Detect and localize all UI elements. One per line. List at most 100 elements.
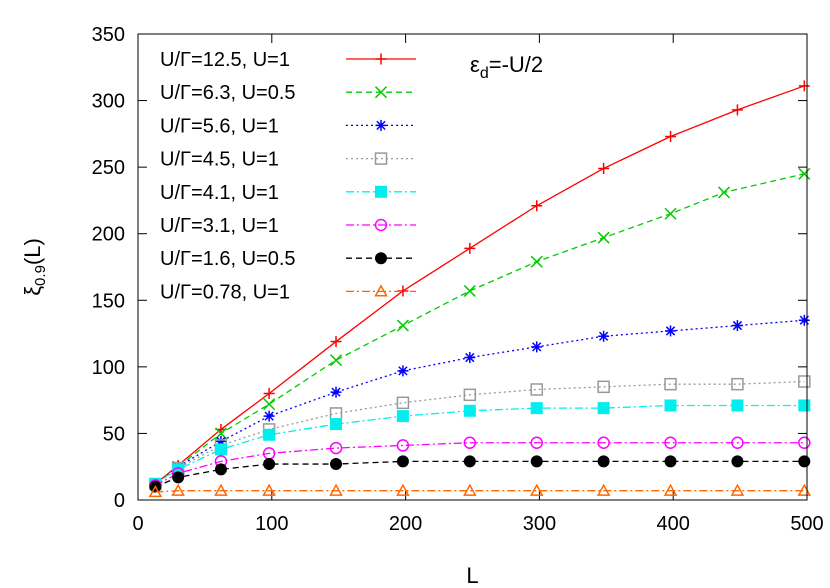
marker-filled-circle bbox=[530, 455, 543, 468]
y-tick-label: 250 bbox=[92, 157, 125, 179]
marker-shape bbox=[530, 383, 543, 396]
y-axis-title: ξ0.9(L) bbox=[20, 238, 49, 296]
marker-open-triangle bbox=[463, 483, 477, 496]
marker-plus bbox=[375, 53, 387, 65]
legend-label: U/Γ=1.6, U=0.5 bbox=[160, 248, 296, 270]
marker-filled-circle bbox=[330, 458, 343, 471]
series-line bbox=[155, 442, 805, 486]
marker-filled-square bbox=[463, 404, 476, 417]
x-axis-title: L bbox=[466, 563, 478, 588]
marker-stroke bbox=[598, 331, 609, 341]
marker-shape bbox=[798, 375, 811, 388]
marker-star bbox=[397, 365, 409, 377]
marker-shape bbox=[798, 399, 811, 412]
marker-shape bbox=[597, 436, 610, 449]
series-line bbox=[155, 380, 805, 485]
series-7 bbox=[149, 455, 811, 493]
marker-star bbox=[665, 325, 677, 337]
marker-shape bbox=[171, 483, 185, 496]
legend-entry: U/Γ=1.6, U=0.5 bbox=[160, 248, 416, 270]
marker-cross bbox=[597, 231, 610, 244]
marker-shape bbox=[330, 458, 343, 471]
marker-stroke bbox=[732, 320, 743, 331]
marker-shape bbox=[597, 380, 610, 394]
marker-shape bbox=[263, 458, 276, 471]
marker-open-triangle bbox=[529, 483, 544, 496]
legend-entry: U/Γ=12.5, U=1 bbox=[160, 49, 416, 71]
marker-shape bbox=[329, 441, 343, 455]
y-tick-label: 0 bbox=[114, 490, 125, 512]
marker-star bbox=[263, 410, 275, 422]
marker-open-square bbox=[798, 375, 811, 388]
marker-stroke bbox=[329, 354, 343, 367]
marker-filled-square bbox=[731, 399, 744, 412]
marker-shape bbox=[396, 410, 409, 423]
marker-shape bbox=[329, 483, 343, 496]
marker-shape bbox=[374, 152, 388, 165]
marker-open-square bbox=[463, 388, 477, 402]
y-tick-label: 300 bbox=[92, 91, 125, 113]
marker-star bbox=[731, 320, 743, 332]
marker-shape bbox=[596, 483, 611, 496]
marker-shape bbox=[530, 436, 543, 449]
marker-star bbox=[598, 330, 610, 342]
marker-plus bbox=[731, 104, 743, 116]
x-tick-labels: 0 100 200 300 400 500 bbox=[132, 513, 823, 535]
marker-filled-circle bbox=[263, 458, 276, 471]
marker-shape bbox=[172, 471, 185, 484]
annotation-sub: d bbox=[480, 65, 489, 82]
marker-shape bbox=[463, 436, 477, 449]
marker-cross bbox=[798, 167, 811, 180]
marker-shape bbox=[396, 483, 410, 496]
marker-shape bbox=[375, 252, 387, 265]
marker-shape bbox=[214, 443, 227, 456]
marker-stroke bbox=[530, 255, 543, 268]
marker-filled-square bbox=[330, 418, 343, 431]
y-axis-title-main: ξ bbox=[20, 286, 45, 296]
marker-shape bbox=[463, 388, 477, 402]
x-tick-label: 300 bbox=[523, 513, 556, 535]
marker-stroke bbox=[331, 387, 341, 397]
marker-cross bbox=[530, 255, 543, 268]
marker-shape bbox=[731, 436, 744, 449]
marker-shape bbox=[396, 455, 409, 468]
marker-stroke bbox=[465, 352, 475, 363]
legend-entry: U/Γ=6.3, U=0.5 bbox=[160, 82, 416, 104]
marker-cross bbox=[396, 319, 409, 332]
marker-open-circle bbox=[374, 218, 388, 232]
annotation: εd=-U/2 bbox=[470, 52, 543, 82]
marker-shape bbox=[463, 455, 476, 468]
marker-shape bbox=[730, 483, 745, 496]
legend-label: U/Γ=4.5, U=1 bbox=[160, 149, 279, 171]
marker-stroke bbox=[398, 366, 408, 376]
legend-label: U/Γ=12.5, U=1 bbox=[160, 49, 290, 71]
marker-stroke bbox=[664, 207, 677, 220]
marker-shape bbox=[798, 455, 811, 468]
marker-stroke bbox=[374, 86, 388, 99]
marker-filled-square bbox=[396, 410, 409, 423]
x-tick-label: 0 bbox=[132, 513, 143, 535]
series-3 bbox=[149, 314, 810, 490]
marker-filled-circle bbox=[375, 252, 387, 265]
marker-plus bbox=[798, 80, 810, 92]
series-line bbox=[155, 319, 805, 485]
marker-shape bbox=[597, 402, 610, 415]
marker-stroke bbox=[532, 342, 542, 352]
marker-open-square bbox=[374, 152, 388, 165]
marker-shape bbox=[214, 483, 228, 496]
marker-plus bbox=[665, 131, 677, 143]
marker-open-circle bbox=[664, 436, 677, 449]
y-axis-title-sub: 0.9 bbox=[32, 265, 49, 286]
marker-shape bbox=[374, 284, 388, 297]
marker-cross bbox=[263, 398, 276, 411]
marker-shape bbox=[374, 218, 388, 232]
marker-open-circle bbox=[731, 436, 744, 449]
marker-filled-circle bbox=[463, 455, 476, 468]
x-tick-label: 200 bbox=[389, 513, 422, 535]
marker-open-triangle bbox=[374, 284, 388, 297]
series-line bbox=[154, 85, 805, 485]
legend-entry: U/Γ=4.1, U=1 bbox=[160, 182, 416, 204]
marker-plus bbox=[464, 242, 476, 254]
marker-shape bbox=[530, 402, 543, 415]
marker-shape bbox=[529, 483, 544, 496]
